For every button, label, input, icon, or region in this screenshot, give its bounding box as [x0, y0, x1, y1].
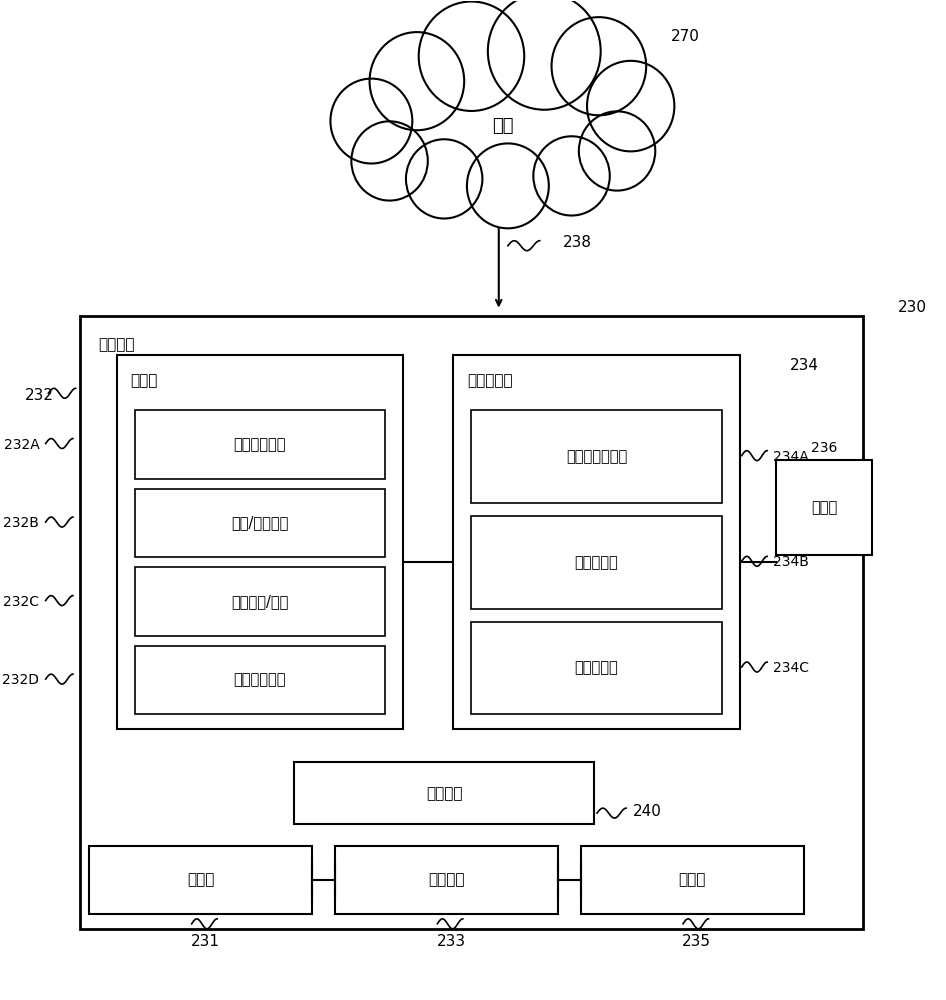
- Text: 数据存储体: 数据存储体: [467, 373, 513, 388]
- Bar: [89, 846, 312, 914]
- Ellipse shape: [467, 143, 549, 228]
- Ellipse shape: [330, 79, 412, 164]
- Text: 视觉图案辨识: 视觉图案辨识: [234, 437, 287, 452]
- Text: 233: 233: [436, 934, 465, 949]
- Ellipse shape: [406, 139, 482, 219]
- Text: 任务调度/执行: 任务调度/执行: [231, 594, 289, 609]
- Ellipse shape: [419, 2, 524, 111]
- Text: 存储区域: 存储区域: [429, 872, 464, 887]
- Text: 服务器: 服务器: [131, 373, 158, 388]
- Bar: [471, 410, 722, 503]
- Text: 控制器编程器: 控制器编程器: [234, 673, 287, 688]
- Text: 232A: 232A: [4, 438, 40, 452]
- Ellipse shape: [488, 0, 601, 110]
- Bar: [453, 355, 740, 729]
- Text: 238: 238: [563, 235, 591, 250]
- Ellipse shape: [552, 17, 646, 115]
- Bar: [135, 646, 385, 714]
- Text: 240: 240: [633, 804, 661, 819]
- Bar: [135, 410, 385, 479]
- Text: 232C: 232C: [3, 595, 40, 609]
- Text: 网络: 网络: [493, 117, 514, 135]
- Text: 234A: 234A: [773, 450, 809, 464]
- Text: 232B: 232B: [4, 516, 40, 530]
- Ellipse shape: [534, 136, 610, 216]
- Bar: [135, 567, 385, 636]
- Ellipse shape: [579, 111, 656, 191]
- Text: 236: 236: [811, 441, 837, 455]
- Bar: [581, 846, 803, 914]
- Text: 分配站: 分配站: [678, 872, 706, 887]
- Text: 235: 235: [682, 934, 711, 949]
- Bar: [471, 516, 722, 609]
- Text: 234C: 234C: [773, 661, 809, 675]
- Text: 语义数据库: 语义数据库: [575, 555, 619, 570]
- Text: 意图/情境解释: 意图/情境解释: [231, 516, 289, 531]
- Bar: [294, 762, 594, 824]
- Text: 231: 231: [191, 934, 219, 949]
- Bar: [80, 316, 863, 929]
- Text: 232: 232: [25, 388, 54, 403]
- Text: 234: 234: [790, 358, 819, 373]
- Bar: [116, 355, 403, 729]
- Bar: [777, 460, 872, 555]
- Text: 接收站: 接收站: [187, 872, 215, 887]
- Bar: [135, 489, 385, 557]
- Text: 234B: 234B: [773, 555, 809, 569]
- Text: 任务数据库: 任务数据库: [575, 661, 619, 676]
- Ellipse shape: [587, 61, 674, 151]
- Text: 视觉图案数据库: 视觉图案数据库: [566, 449, 627, 464]
- Text: 履行中心: 履行中心: [98, 337, 135, 352]
- Ellipse shape: [351, 121, 428, 201]
- Bar: [471, 622, 722, 714]
- Ellipse shape: [370, 32, 464, 130]
- Text: 230: 230: [899, 300, 927, 315]
- Text: 成像装置: 成像装置: [426, 786, 463, 801]
- Text: 270: 270: [671, 29, 700, 44]
- Text: 232D: 232D: [2, 673, 40, 687]
- Bar: [335, 846, 558, 914]
- Text: 处理器: 处理器: [811, 500, 837, 515]
